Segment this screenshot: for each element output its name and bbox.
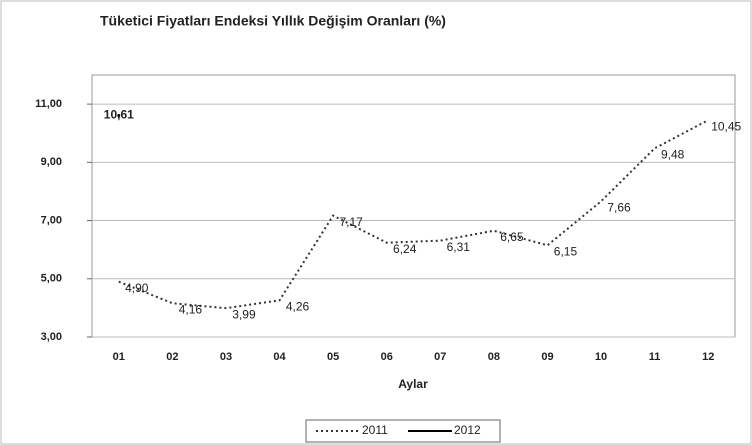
y-tick-label: 7,00 xyxy=(41,214,62,226)
x-tick-label: 06 xyxy=(381,351,393,363)
y-tick-label: 5,00 xyxy=(41,273,62,285)
legend xyxy=(305,419,501,443)
x-tick-label: 03 xyxy=(220,351,232,363)
data-label: 7,17 xyxy=(339,215,363,229)
plot-area xyxy=(91,74,736,338)
x-tick-label: 10 xyxy=(595,351,607,363)
data-label: 4,26 xyxy=(286,299,310,313)
x-tick-label: 02 xyxy=(166,351,178,363)
x-tick-label: 12 xyxy=(702,351,714,363)
legend-label: 2011 xyxy=(362,423,388,437)
x-tick-label: 11 xyxy=(649,351,661,363)
y-tick-label: 3,00 xyxy=(41,331,62,343)
x-tick-label: 09 xyxy=(541,351,553,363)
chart-title: Tüketici Fiyatları Endeksi Yıllık Değişi… xyxy=(100,13,446,29)
x-axis-label: Aylar xyxy=(398,377,428,391)
data-label: 4,16 xyxy=(179,302,203,316)
y-tick-label: 11,00 xyxy=(35,98,62,110)
data-label: 6,31 xyxy=(447,240,471,254)
data-label: 3,99 xyxy=(232,307,256,321)
data-label: 6,24 xyxy=(393,242,417,256)
y-tick-label: 9,00 xyxy=(41,156,62,168)
x-tick-label: 05 xyxy=(327,351,339,363)
x-tick-label: 08 xyxy=(488,351,500,363)
data-label: 10,61 xyxy=(104,108,134,122)
x-tick-label: 07 xyxy=(434,351,446,363)
data-label: 9,48 xyxy=(661,148,685,162)
x-tick-label: 01 xyxy=(113,351,125,363)
data-label: 6,65 xyxy=(500,230,524,244)
legend-label: 2012 xyxy=(454,423,481,437)
x-tick-label: 04 xyxy=(273,351,286,363)
data-label: 4,90 xyxy=(125,281,149,295)
data-label: 10,45 xyxy=(711,119,741,133)
series-point xyxy=(117,113,121,117)
data-label: 6,15 xyxy=(554,244,578,258)
data-label: 7,66 xyxy=(607,201,631,215)
series-line xyxy=(118,119,709,310)
